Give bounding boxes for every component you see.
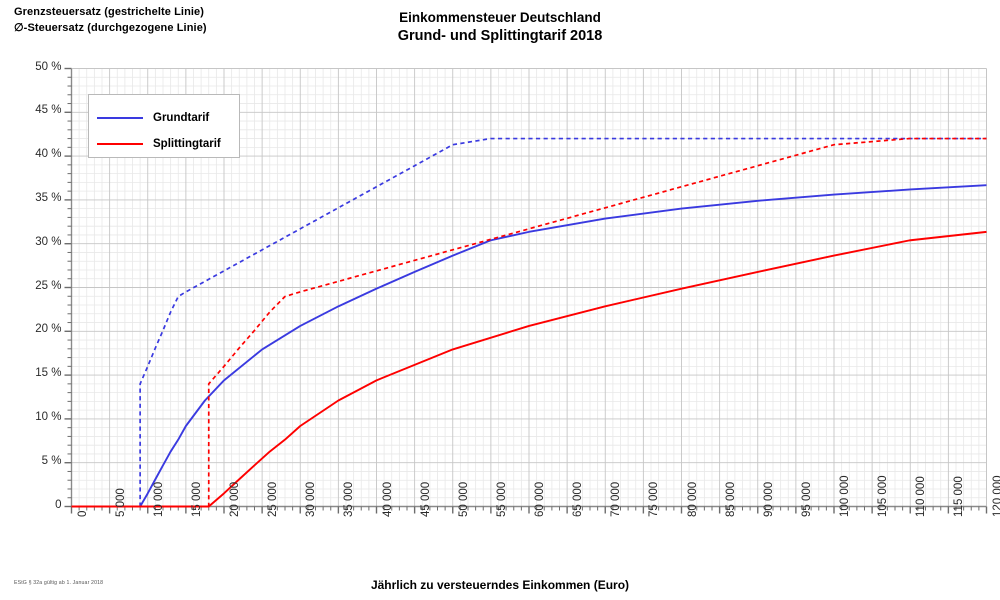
x-tick-label: 5 000 <box>114 487 127 517</box>
x-tick-label: 85 000 <box>724 481 737 517</box>
note-average-line: ∅-Steuersatz (durchgezogene Linie) <box>14 22 207 34</box>
x-axis-title: Jährlich zu versteuerndes Einkommen (Eur… <box>370 578 630 592</box>
x-tick-label: 40 000 <box>381 481 394 517</box>
x-tick-label: 120 000 <box>991 474 1000 517</box>
x-tick-label: 60 000 <box>534 481 546 517</box>
x-tick-label: 105 000 <box>877 474 890 517</box>
x-tick-label: 75 000 <box>648 481 661 517</box>
x-tick-label: 35 000 <box>343 481 356 517</box>
x-tick-label: 95 000 <box>800 481 813 517</box>
legend-label-0: Grundtarif <box>153 112 210 124</box>
x-tick-label: 15 000 <box>190 481 203 517</box>
y-tick-label: 30 % <box>35 235 62 248</box>
x-tick-label: 0 <box>76 510 89 517</box>
series-line-3 <box>71 230 987 508</box>
legend-item-1[interactable]: Splittingtarif <box>97 135 221 153</box>
note-marginal-line: Grenzsteuersatz (gestrichelte Linie) <box>14 6 205 18</box>
legend: Grundtarif Splittingtarif <box>88 94 240 158</box>
x-tick-label: 65 000 <box>572 481 585 517</box>
x-tick-label: 25 000 <box>267 481 280 517</box>
source-footnote: EStG § 32a gültig ab 1. Januar 2018 <box>14 580 104 586</box>
x-tick-label: 90 000 <box>762 481 775 517</box>
y-tick-label: 5 % <box>41 454 62 467</box>
y-tick-label: 35 % <box>35 191 62 204</box>
x-tick-label: 115 000 <box>953 475 966 517</box>
series-line-1 <box>71 184 987 508</box>
y-tick-label: 20 % <box>35 323 62 336</box>
y-tick-label: 40 % <box>35 148 62 161</box>
x-tick-label: 30 000 <box>305 481 318 517</box>
x-tick-label: 45 000 <box>419 481 432 517</box>
y-tick-label: 0 <box>55 498 62 511</box>
legend-swatch-0 <box>97 117 143 119</box>
x-tick-label: 80 000 <box>686 481 699 517</box>
series-layer <box>71 137 987 508</box>
x-tick-label: 50 000 <box>457 481 470 517</box>
chart-title-main: Einkommensteuer Deutschland <box>399 10 601 25</box>
y-tick-label: 15 % <box>35 367 62 380</box>
x-tick-label: 100 000 <box>839 474 851 517</box>
x-tick-label: 110 000 <box>915 475 928 517</box>
y-tick-label: 45 % <box>35 104 62 117</box>
y-tick-label: 10 % <box>35 410 62 423</box>
y-tick-label: 50 % <box>35 60 62 73</box>
series-line-0 <box>71 137 987 508</box>
x-tick-label: 55 000 <box>495 481 508 517</box>
y-tick-label: 25 % <box>35 279 62 292</box>
legend-label-1: Splittingtarif <box>153 138 221 150</box>
series-line-2 <box>71 137 987 508</box>
legend-item-0[interactable]: Grundtarif <box>97 109 209 127</box>
x-tick-label: 10 000 <box>152 481 165 517</box>
chart-subtitle: Grund- und Splittingtarif 2018 <box>397 28 603 44</box>
chart-title: Einkommensteuer Deutschland Grund- und S… <box>0 8 1000 46</box>
legend-swatch-1 <box>97 143 143 145</box>
x-tick-label: 20 000 <box>229 481 241 517</box>
x-tick-label: 70 000 <box>610 481 623 517</box>
